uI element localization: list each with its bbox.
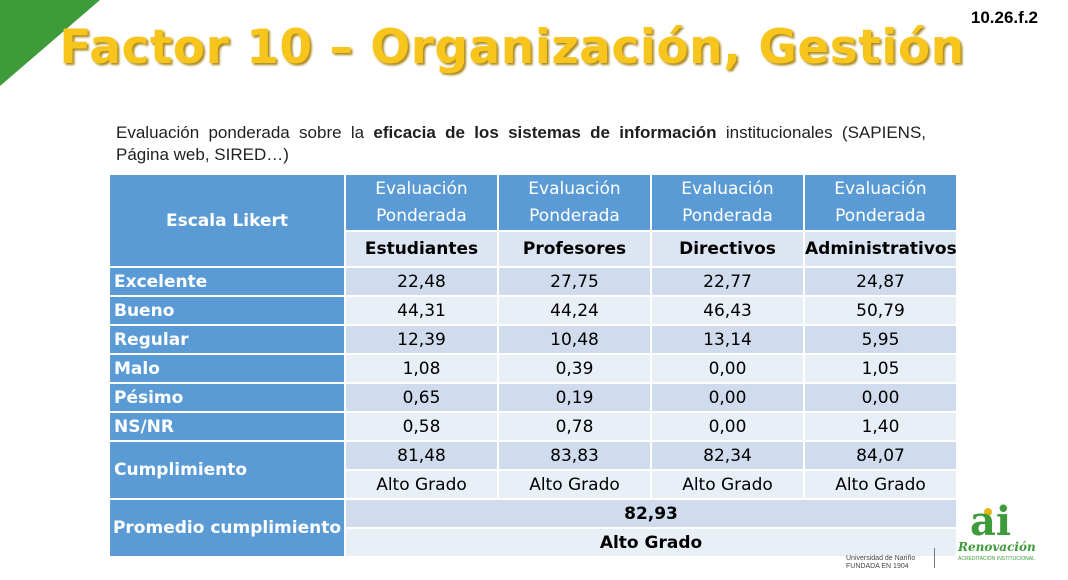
likert-header: Escala Likert bbox=[108, 173, 346, 268]
table-cell: 0,00 bbox=[650, 411, 805, 442]
table-cell: 44,24 bbox=[497, 295, 652, 326]
row-label: NS/NR bbox=[108, 411, 346, 442]
promedio-label: Promedio cumplimiento bbox=[108, 498, 346, 558]
group-header: Evaluación Ponderada bbox=[803, 173, 958, 232]
university-founded: FUNDADA EN 1904 bbox=[846, 563, 909, 570]
table-row: Bueno 44,31 44,24 46,43 50,79 bbox=[108, 295, 958, 326]
table-cell: 22,48 bbox=[344, 266, 499, 297]
table-cell: 50,79 bbox=[803, 295, 958, 326]
description-bold: eficacia de los sistemas de información bbox=[373, 123, 717, 142]
table-cell: 0,39 bbox=[497, 353, 652, 384]
column-header: Administrativos bbox=[803, 230, 958, 268]
table-cell: 27,75 bbox=[497, 266, 652, 297]
table-cell: 24,87 bbox=[803, 266, 958, 297]
column-header: Estudiantes bbox=[344, 230, 499, 268]
cumplimiento-grade: Alto Grado bbox=[650, 469, 805, 500]
table-cell: 0,65 bbox=[344, 382, 499, 413]
description-text-1: Evaluación ponderada sobre la bbox=[116, 123, 374, 142]
table-cell: 1,05 bbox=[803, 353, 958, 384]
table-cell: 0,00 bbox=[803, 382, 958, 413]
table-row: Pésimo 0,65 0,19 0,00 0,00 bbox=[108, 382, 958, 413]
cumplimiento-grade: Alto Grado bbox=[803, 469, 958, 500]
corner-decoration bbox=[0, 0, 100, 86]
logo-dot bbox=[984, 508, 992, 516]
table-cell: 12,39 bbox=[344, 324, 499, 355]
table-description: Evaluación ponderada sobre la eficacia d… bbox=[116, 122, 926, 166]
group-header: Evaluación Ponderada bbox=[650, 173, 805, 232]
cumplimiento-row: Cumplimiento 81,48 83,83 82,34 84,07 bbox=[108, 440, 958, 500]
table-cell: 0,58 bbox=[344, 411, 499, 442]
promedio-row: Promedio cumplimiento 82,93 bbox=[108, 498, 958, 558]
row-label: Malo bbox=[108, 353, 346, 384]
row-label: Regular bbox=[108, 324, 346, 355]
slide-title: Factor 10 – Organización, Gestión bbox=[59, 20, 965, 75]
group-header: Evaluación Ponderada bbox=[497, 173, 652, 232]
accreditation-logo-word: Renovación bbox=[958, 540, 1036, 554]
table-row: Regular 12,39 10,48 13,14 5,95 bbox=[108, 324, 958, 355]
promedio-grade-row: Alto Grado bbox=[109, 527, 958, 558]
table-row: Malo 1,08 0,39 0,00 1,05 bbox=[108, 353, 958, 384]
group-header: Evaluación Ponderada bbox=[344, 173, 499, 232]
table-cell: 5,95 bbox=[803, 324, 958, 355]
row-label: Bueno bbox=[108, 295, 346, 326]
table-cell: 0,78 bbox=[497, 411, 652, 442]
table-cell: 1,40 bbox=[803, 411, 958, 442]
column-header: Profesores bbox=[497, 230, 652, 268]
table-row: Excelente 22,48 27,75 22,77 24,87 bbox=[108, 266, 958, 297]
promedio-grade: Alto Grado bbox=[344, 527, 958, 558]
cumplimiento-grade: Alto Grado bbox=[497, 469, 652, 500]
description-text-2: institucionales (SAPIENS, Página web, SI… bbox=[116, 123, 927, 164]
cumplimiento-grade: Alto Grado bbox=[344, 469, 499, 500]
cumplimiento-value: 81,48 bbox=[344, 440, 499, 471]
table-cell: 0,19 bbox=[497, 382, 652, 413]
footer-divider bbox=[934, 548, 935, 568]
cumplimiento-value: 83,83 bbox=[497, 440, 652, 471]
university-name: Universidad de Nariño bbox=[846, 555, 916, 562]
table-cell: 22,77 bbox=[650, 266, 805, 297]
table-row: NS/NR 0,58 0,78 0,00 1,40 bbox=[108, 411, 958, 442]
table-cell: 0,00 bbox=[650, 353, 805, 384]
evaluation-table: Escala Likert Evaluación Ponderada Evalu… bbox=[108, 173, 958, 558]
row-label: Pésimo bbox=[108, 382, 346, 413]
university-logo: Universidad de Nariño FUNDADA EN 1904 bbox=[846, 555, 915, 571]
slide-code: 10.26.f.2 bbox=[970, 8, 1038, 27]
accreditation-logo-mark: ai bbox=[970, 498, 1012, 545]
accreditation-logo-sub: ACREDITACIÓN INSTITUCIONAL bbox=[958, 556, 1035, 562]
table-cell: 0,00 bbox=[650, 382, 805, 413]
column-header: Directivos bbox=[650, 230, 805, 268]
promedio-value: 82,93 bbox=[344, 498, 958, 529]
table-cell: 46,43 bbox=[650, 295, 805, 326]
cumplimiento-value: 84,07 bbox=[803, 440, 958, 471]
table-cell: 10,48 bbox=[497, 324, 652, 355]
cumplimiento-value: 82,34 bbox=[650, 440, 805, 471]
cumplimiento-grade-row: Alto Grado Alto Grado Alto Grado Alto Gr… bbox=[109, 469, 958, 500]
table-cell: 44,31 bbox=[344, 295, 499, 326]
table-cell: 1,08 bbox=[344, 353, 499, 384]
row-label: Excelente bbox=[108, 266, 346, 297]
table-cell: 13,14 bbox=[650, 324, 805, 355]
cumplimiento-label: Cumplimiento bbox=[108, 440, 346, 500]
